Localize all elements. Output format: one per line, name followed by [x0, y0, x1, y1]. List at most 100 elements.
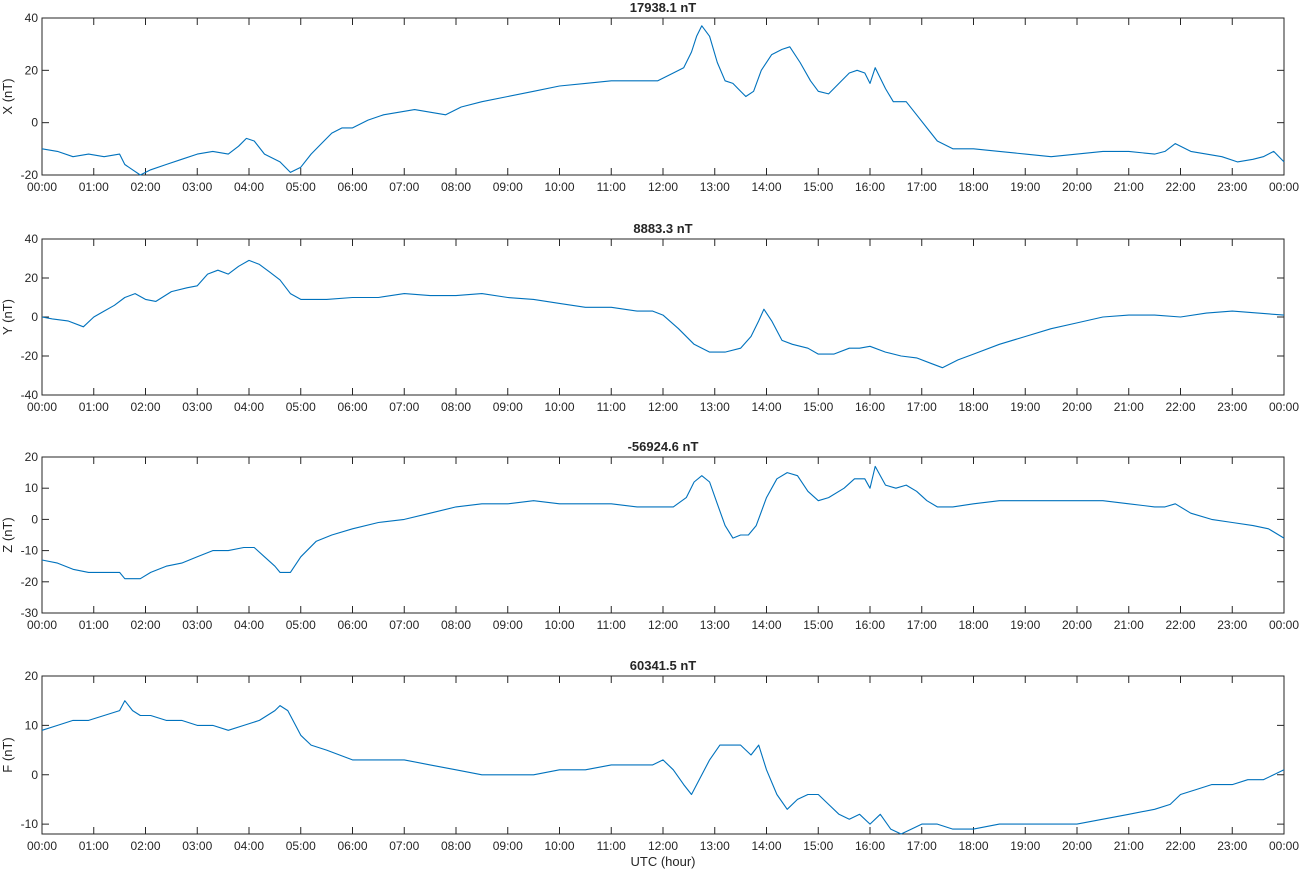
x-tick-label: 07:00 — [389, 180, 419, 194]
x-tick-label: 21:00 — [1114, 180, 1144, 194]
x-tick-label: 13:00 — [700, 618, 730, 632]
y-axis-label: F (nT) — [0, 737, 15, 772]
x-tick-label: 21:00 — [1114, 618, 1144, 632]
x-tick-label: 13:00 — [700, 839, 730, 853]
x-tick-label: 21:00 — [1114, 839, 1144, 853]
x-tick-label: 17:00 — [907, 618, 937, 632]
x-tick-label: 11:00 — [597, 618, 626, 632]
x-axis-label: UTC (hour) — [630, 854, 695, 869]
y-tick-label: -10 — [21, 817, 39, 831]
x-tick-label: 19:00 — [1010, 839, 1040, 853]
x-tick-label: 07:00 — [389, 400, 419, 414]
x-tick-label: 15:00 — [803, 400, 833, 414]
x-tick-label: 09:00 — [493, 400, 523, 414]
x-tick-label: 08:00 — [441, 839, 471, 853]
x-tick-label: 23:00 — [1217, 400, 1247, 414]
y-tick-label: -40 — [21, 388, 39, 402]
x-tick-label: 22:00 — [1165, 400, 1195, 414]
y-tick-label: -20 — [21, 349, 39, 363]
y-tick-label: -20 — [21, 168, 39, 182]
y-tick-label: -10 — [21, 544, 39, 558]
x-tick-label: 14:00 — [751, 180, 781, 194]
plot-frame — [41, 456, 1285, 614]
x-tick-label: 18:00 — [958, 400, 988, 414]
x-tick-label: 20:00 — [1062, 400, 1092, 414]
x-tick-label: 18:00 — [958, 839, 988, 853]
x-tick-label: 19:00 — [1010, 618, 1040, 632]
x-tick-label: 00:00 — [1269, 400, 1299, 414]
x-tick-label: 03:00 — [182, 400, 212, 414]
panel-title: 17938.1 nT — [630, 0, 697, 15]
x-tick-label: 13:00 — [700, 180, 730, 194]
x-tick-label: 01:00 — [79, 618, 109, 632]
plot-frame — [41, 238, 1285, 396]
x-tick-label: 02:00 — [130, 180, 160, 194]
x-tick-label: 18:00 — [958, 180, 988, 194]
x-tick-label: 11:00 — [597, 839, 626, 853]
x-tick-label: 03:00 — [182, 180, 212, 194]
x-tick-label: 12:00 — [648, 180, 678, 194]
x-tick-label: 16:00 — [855, 400, 885, 414]
x-tick-label: 07:00 — [389, 839, 419, 853]
x-tick-label: 20:00 — [1062, 839, 1092, 853]
x-tick-label: 14:00 — [751, 618, 781, 632]
x-tick-label: 04:00 — [234, 839, 264, 853]
series-line — [41, 259, 1285, 369]
x-tick-label: 19:00 — [1010, 400, 1040, 414]
x-tick-label: 10:00 — [544, 839, 574, 853]
x-tick-label: 16:00 — [855, 839, 885, 853]
x-tick-label: 01:00 — [79, 400, 109, 414]
x-tick-label: 05:00 — [286, 400, 316, 414]
x-tick-label: 06:00 — [337, 180, 367, 194]
y-tick-label: 20 — [25, 669, 39, 683]
y-tick-label: -30 — [21, 606, 39, 620]
x-tick-label: 19:00 — [1010, 180, 1040, 194]
panel-title: 60341.5 nT — [630, 658, 697, 673]
x-tick-label: 23:00 — [1217, 839, 1247, 853]
x-tick-label: 17:00 — [907, 839, 937, 853]
x-tick-label: 17:00 — [907, 180, 937, 194]
x-tick-label: 16:00 — [855, 180, 885, 194]
x-tick-label: 21:00 — [1114, 400, 1144, 414]
y-tick-label: 0 — [31, 116, 38, 130]
y-tick-label: -20 — [21, 575, 39, 589]
y-axis-label: X (nT) — [0, 78, 15, 114]
x-tick-label: 07:00 — [389, 618, 419, 632]
x-tick-label: 14:00 — [751, 400, 781, 414]
panel-x-component: 17938.1 nT X (nT) 00:00 01:00 02:00 03:00 0 4… — [0, 0, 1299, 194]
x-tick-label: 14:00 — [751, 839, 781, 853]
series-line — [41, 25, 1285, 176]
x-tick-label: 00:00 — [27, 839, 57, 853]
x-tick-label: 09:00 — [493, 180, 523, 194]
x-tick-label: 06:00 — [337, 618, 367, 632]
x-tick-label: 12:00 — [648, 839, 678, 853]
series-line — [41, 700, 1285, 835]
x-tick-label: 00:00 — [1269, 618, 1299, 632]
x-tick-label: 00:00 — [1269, 839, 1299, 853]
x-tick-label: 00:00 — [27, 618, 57, 632]
x-tick-label: 00:00 — [1269, 180, 1299, 194]
x-tick-label: 02:00 — [130, 839, 160, 853]
x-tick-label: 01:00 — [79, 180, 109, 194]
x-tick-label: 06:00 — [337, 400, 367, 414]
x-tick-label: 02:00 — [130, 618, 160, 632]
panel-y-component: 8883.3 nT Y (nT) 00:00 01:00 02:00 03:00 04:… — [0, 221, 1299, 414]
x-tick-label: 23:00 — [1217, 180, 1247, 194]
x-tick-label: 03:00 — [182, 618, 212, 632]
x-tick-label: 20:00 — [1062, 618, 1092, 632]
panel-z-component: -56924.6 nT Z (nT) 00:00 01:00 02:00 03:00 0… — [0, 439, 1299, 632]
x-tick-label: 03:00 — [182, 839, 212, 853]
panel-title: -56924.6 nT — [628, 439, 699, 454]
y-tick-label: 40 — [25, 11, 39, 25]
panel-f-component: 60341.5 nT F (nT) 00:00 01:00 02:00 03:00 04… — [0, 658, 1299, 853]
x-tick-label: 04:00 — [234, 400, 264, 414]
x-tick-label: 06:00 — [337, 839, 367, 853]
x-tick-label: 20:00 — [1062, 180, 1092, 194]
y-tick-label: 0 — [31, 768, 38, 782]
x-tick-label: 04:00 — [234, 618, 264, 632]
x-tick-label: 09:00 — [493, 618, 523, 632]
y-tick-label: 20 — [25, 63, 39, 77]
x-tick-label: 17:00 — [907, 400, 937, 414]
panel-title: 8883.3 nT — [633, 221, 692, 236]
